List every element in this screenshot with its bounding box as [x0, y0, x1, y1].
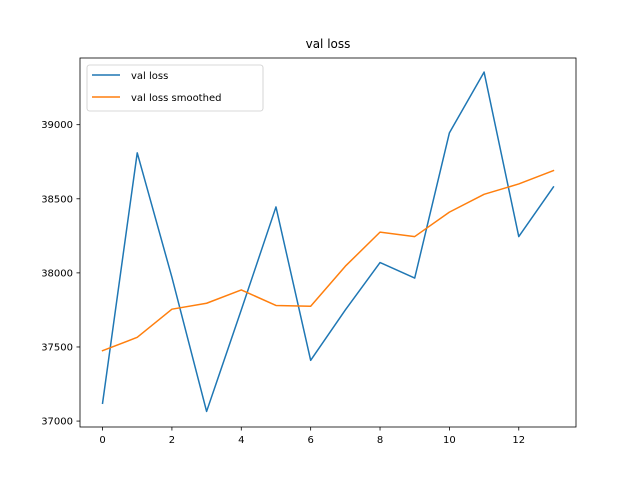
x-tick-label: 6 — [307, 435, 313, 446]
axes: 0 2 4 6 8 10 12 37000 37500 38000 38500 39000 — [41, 57, 577, 446]
x-tick-label: 2 — [169, 435, 175, 446]
x-tick-label: 0 — [99, 435, 105, 446]
y-tick-label: 37500 — [41, 342, 73, 353]
x-tick-label: 12 — [512, 435, 525, 446]
y-tick-label: 38000 — [41, 268, 73, 279]
legend-label-1: val loss — [131, 71, 168, 82]
y-tick-label: 39000 — [41, 120, 73, 131]
legend-box — [86, 64, 264, 112]
axes-frame — [79, 57, 577, 428]
legend: val loss val loss smoothed — [86, 64, 264, 112]
chart-title: val loss — [306, 37, 351, 51]
series-line-2 — [101, 169, 555, 352]
plot-area — [101, 71, 555, 413]
x-tick-label: 8 — [377, 435, 383, 446]
x-tick-label: 4 — [238, 435, 244, 446]
y-tick-label: 37000 — [41, 417, 73, 428]
series-line-1 — [101, 71, 555, 413]
y-tick-label: 38500 — [41, 194, 73, 205]
legend-label-2: val loss smoothed — [131, 93, 221, 104]
x-tick-label: 10 — [443, 435, 456, 446]
